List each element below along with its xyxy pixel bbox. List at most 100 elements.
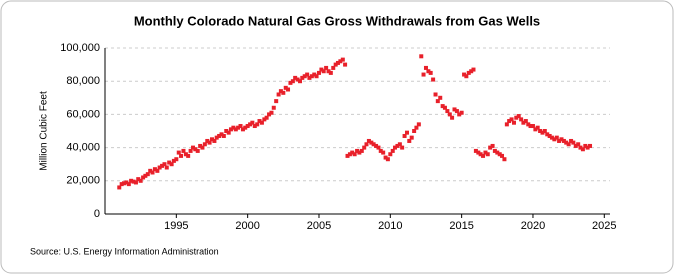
point	[383, 155, 388, 160]
point	[347, 152, 352, 157]
point	[226, 130, 231, 135]
point	[207, 140, 212, 145]
point	[476, 150, 481, 155]
point	[528, 124, 533, 129]
point	[155, 168, 160, 173]
point	[309, 74, 314, 79]
y-tick-label: 100,000	[60, 42, 100, 54]
point	[150, 170, 155, 175]
point	[471, 67, 476, 72]
point	[257, 119, 262, 124]
point	[324, 65, 329, 70]
point	[181, 148, 186, 153]
point	[198, 143, 203, 148]
point	[243, 125, 248, 130]
point	[136, 177, 141, 182]
point	[293, 75, 298, 80]
point	[561, 138, 566, 143]
point	[362, 145, 367, 150]
point	[286, 87, 291, 92]
point	[219, 132, 224, 137]
point	[485, 152, 490, 157]
point	[305, 72, 310, 77]
x-tick-label: 2000	[235, 220, 259, 232]
point	[450, 115, 455, 120]
point	[435, 99, 440, 104]
point	[124, 180, 129, 185]
point	[564, 140, 569, 145]
point	[504, 122, 509, 127]
point	[538, 129, 543, 133]
point	[343, 62, 348, 67]
point	[331, 65, 336, 70]
point	[500, 153, 505, 158]
point	[328, 70, 333, 75]
point	[442, 105, 447, 110]
point	[117, 185, 122, 190]
point	[542, 129, 547, 133]
source: Source: U.S. Energy Information Administ…	[30, 246, 219, 256]
point	[481, 153, 486, 158]
x-tick-label: 1995	[164, 220, 188, 232]
point	[390, 148, 395, 153]
point	[554, 135, 559, 140]
point	[588, 143, 593, 148]
point	[412, 129, 417, 133]
point	[559, 137, 564, 142]
point	[578, 145, 583, 150]
point	[335, 60, 340, 65]
point	[160, 163, 165, 168]
point	[169, 162, 174, 167]
point	[152, 167, 157, 172]
point	[278, 89, 283, 94]
point	[395, 143, 400, 148]
point	[552, 137, 557, 142]
point	[195, 148, 200, 153]
y-tick-label: 20,000	[66, 175, 100, 187]
x-tick-label: 2010	[378, 220, 402, 232]
point	[221, 133, 226, 138]
point	[224, 129, 229, 133]
point	[495, 150, 500, 155]
point	[176, 150, 181, 155]
point	[307, 75, 312, 80]
point	[400, 145, 405, 150]
point	[174, 157, 179, 162]
point	[316, 70, 321, 75]
point	[549, 135, 554, 140]
point	[557, 138, 562, 143]
point	[145, 172, 150, 177]
point	[290, 79, 295, 84]
point	[488, 145, 493, 150]
point	[521, 120, 526, 125]
point	[262, 117, 267, 122]
point	[414, 125, 419, 130]
point	[157, 165, 162, 170]
point	[283, 85, 288, 90]
point	[276, 92, 281, 97]
point	[366, 138, 371, 143]
point	[209, 137, 214, 142]
point	[202, 142, 207, 147]
point	[131, 179, 136, 184]
point	[576, 142, 581, 147]
y-tick-label: 60,000	[66, 108, 100, 120]
point	[445, 109, 450, 114]
point	[186, 153, 191, 158]
point	[171, 158, 176, 163]
point	[295, 77, 300, 82]
point	[469, 69, 474, 74]
point	[507, 119, 512, 124]
point	[179, 153, 184, 158]
point	[566, 142, 571, 147]
x-tick-label: 2025	[592, 220, 616, 232]
point	[288, 80, 293, 85]
point	[205, 138, 210, 143]
point	[121, 181, 126, 186]
point	[133, 180, 138, 185]
point	[164, 165, 169, 170]
point	[167, 160, 172, 165]
point	[162, 162, 167, 167]
point	[355, 148, 360, 153]
point	[264, 115, 269, 120]
